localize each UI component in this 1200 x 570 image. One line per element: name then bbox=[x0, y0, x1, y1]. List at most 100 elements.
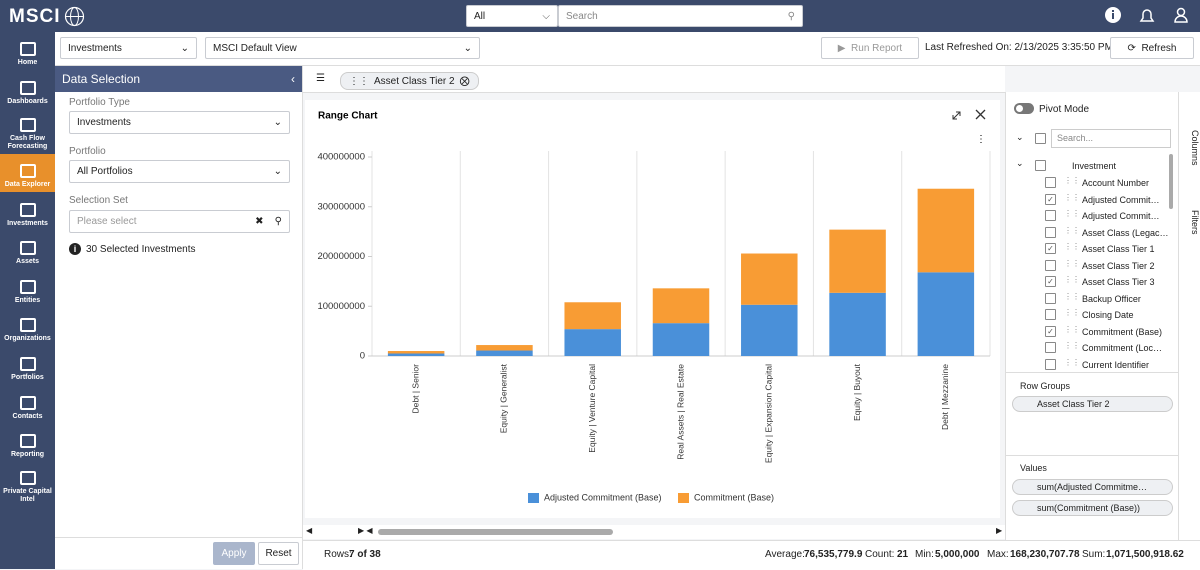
x-tick-label: Equity | Buyout bbox=[852, 363, 862, 421]
search-placeholder: Search bbox=[566, 10, 598, 22]
nav-item[interactable]: Assets bbox=[0, 231, 55, 269]
pivot-toggle[interactable] bbox=[1014, 103, 1034, 114]
nav-icon bbox=[19, 471, 36, 485]
nav-item[interactable]: Portfolios bbox=[0, 347, 55, 385]
stat-label: Sum: bbox=[1082, 549, 1106, 560]
column-grip: ⋮⋮ bbox=[1064, 176, 1080, 185]
search-box[interactable]: Search ⚲ bbox=[558, 5, 803, 27]
list-scrollbar bbox=[1169, 154, 1173, 209]
stat-label: Max: bbox=[987, 549, 1009, 560]
stat-value: 5,000,000 bbox=[935, 549, 980, 560]
column-checkbox[interactable] bbox=[1045, 358, 1056, 370]
select-all-checkbox[interactable] bbox=[1035, 133, 1046, 144]
nav-item[interactable]: Dashboards bbox=[0, 71, 55, 109]
scope-select[interactable]: All ⌵ bbox=[466, 5, 558, 27]
data-selection-panel bbox=[55, 66, 303, 569]
column-label: Current Identifier bbox=[1082, 359, 1150, 370]
nav-item[interactable]: Data Explorer bbox=[0, 154, 55, 192]
view-select[interactable]: MSCI Default View ⌄ bbox=[205, 37, 480, 59]
nav-icon bbox=[19, 81, 36, 95]
nav-icon bbox=[19, 357, 36, 371]
field-placeholder: Please select bbox=[77, 216, 137, 227]
divider bbox=[1006, 372, 1178, 373]
logo[interactable]: MSCI bbox=[9, 6, 61, 27]
column-checkbox[interactable] bbox=[1045, 259, 1056, 271]
column-grip: ⋮⋮ bbox=[1064, 291, 1080, 301]
column-grip: ⋮⋮ bbox=[1064, 192, 1080, 202]
column-checkbox[interactable]: ✓ bbox=[1045, 243, 1056, 254]
nav-item[interactable]: Organizations bbox=[0, 308, 55, 346]
group-checkbox[interactable] bbox=[1035, 160, 1046, 171]
chart-title: Range Chart bbox=[318, 111, 378, 122]
column-checkbox[interactable] bbox=[1045, 226, 1056, 238]
bar bbox=[917, 188, 975, 273]
column-label: Commitment (Base) bbox=[1082, 326, 1163, 337]
column-checkbox[interactable] bbox=[1045, 177, 1056, 188]
side-tab[interactable]: Filters bbox=[1190, 210, 1200, 235]
column-search[interactable]: Search... bbox=[1051, 129, 1171, 148]
nav-item[interactable]: Entities bbox=[0, 270, 55, 308]
x-tick-label: Debt | Mezzanine bbox=[940, 364, 950, 430]
selected-info-text: 30 Selected Investments bbox=[86, 243, 196, 255]
side-tab[interactable]: Columns bbox=[1178, 126, 1200, 166]
value-pill[interactable]: sum(Adjusted Commitme… bbox=[1012, 479, 1173, 495]
run-report-button[interactable]: ▶ Run Report bbox=[821, 37, 919, 59]
nav-icon bbox=[19, 164, 36, 178]
column-checkbox[interactable] bbox=[1045, 309, 1056, 320]
row-group-chip[interactable]: ⋮⋮ Asset Class Tier 2 ⨂ bbox=[340, 72, 479, 90]
value-pill[interactable]: sum(Commitment (Base)) bbox=[1012, 500, 1173, 516]
bar bbox=[476, 350, 533, 356]
expand-all[interactable]: ⌄ bbox=[1016, 132, 1024, 142]
nav-item[interactable]: Private Capital Intel bbox=[0, 463, 55, 507]
portfolio-type-select[interactable]: Investments ⌄ bbox=[69, 111, 290, 134]
y-tick-label: 400000000 bbox=[317, 152, 365, 163]
column-checkbox[interactable]: ✓ bbox=[1045, 325, 1056, 337]
rows-value: 7 of 38 bbox=[349, 549, 381, 560]
nav-icon bbox=[19, 42, 36, 56]
chart-panel: Range Chart ⋮ 0 100000000 200000000 3000000… bbox=[305, 100, 1000, 518]
selection-set-input[interactable]: Please select ✖ ⚲ bbox=[69, 210, 290, 233]
apply-button[interactable]: Apply bbox=[213, 542, 255, 565]
chart-background bbox=[305, 100, 1000, 518]
entity-select[interactable]: Investments ⌄ bbox=[60, 37, 197, 59]
column-grip: ⋮⋮ bbox=[1064, 308, 1080, 317]
logo-globe bbox=[64, 6, 85, 27]
collapse-icon[interactable]: ‹ bbox=[291, 72, 295, 86]
expand-icon[interactable] bbox=[952, 111, 961, 120]
bar bbox=[829, 292, 886, 356]
pivot-knob bbox=[1016, 105, 1023, 112]
run-report-label: Run Report bbox=[851, 42, 903, 54]
bell-icon[interactable] bbox=[1139, 9, 1155, 22]
status-bar: Rows: 7 of 38 Average: 76,535,779.9 Count: 21… bbox=[303, 540, 1200, 570]
user-icon[interactable] bbox=[1176, 7, 1186, 17]
nav-item[interactable]: Cash Flow Forecasting bbox=[0, 110, 55, 154]
nav-item[interactable]: Investments bbox=[0, 193, 55, 231]
bar bbox=[652, 323, 710, 356]
column-label: Adjusted Commit… bbox=[1082, 211, 1160, 221]
nav-item[interactable]: Contacts bbox=[0, 386, 55, 424]
column-label: Asset Class Tier 1 bbox=[1082, 244, 1155, 254]
nav-item[interactable]: Reporting bbox=[0, 424, 55, 462]
nav-item[interactable]: Home bbox=[0, 32, 55, 70]
column-checkbox[interactable]: ✓ bbox=[1045, 276, 1056, 287]
stat-value: 76,535,779.9 bbox=[804, 549, 863, 560]
field-value: All Portfolios bbox=[77, 166, 133, 177]
reset-button[interactable]: Reset bbox=[258, 542, 299, 565]
divider bbox=[55, 537, 302, 538]
portfolio-select[interactable]: All Portfolios ⌄ bbox=[69, 160, 290, 183]
x-tick-label: Real Assets | Real Estate bbox=[675, 364, 685, 460]
bar bbox=[564, 329, 621, 356]
column-checkbox[interactable] bbox=[1045, 292, 1056, 304]
row-group-pill[interactable]: Asset Class Tier 2 bbox=[1012, 396, 1173, 412]
group-toggle[interactable]: ⌄ bbox=[1016, 158, 1024, 168]
column-checkbox[interactable]: ✓ bbox=[1045, 193, 1056, 205]
y-tick-label: 100000000 bbox=[317, 301, 365, 312]
column-checkbox[interactable] bbox=[1045, 342, 1056, 353]
legend-swatch bbox=[678, 493, 689, 503]
refresh-button[interactable]: ⟳ Refresh bbox=[1110, 37, 1194, 59]
column-checkbox[interactable] bbox=[1045, 210, 1056, 221]
legend-label: Adjusted Commitment (Base) bbox=[544, 492, 662, 502]
close-icon[interactable] bbox=[975, 109, 986, 120]
menu-icon[interactable]: ⋮ bbox=[976, 134, 986, 145]
nav-icon bbox=[19, 241, 36, 255]
